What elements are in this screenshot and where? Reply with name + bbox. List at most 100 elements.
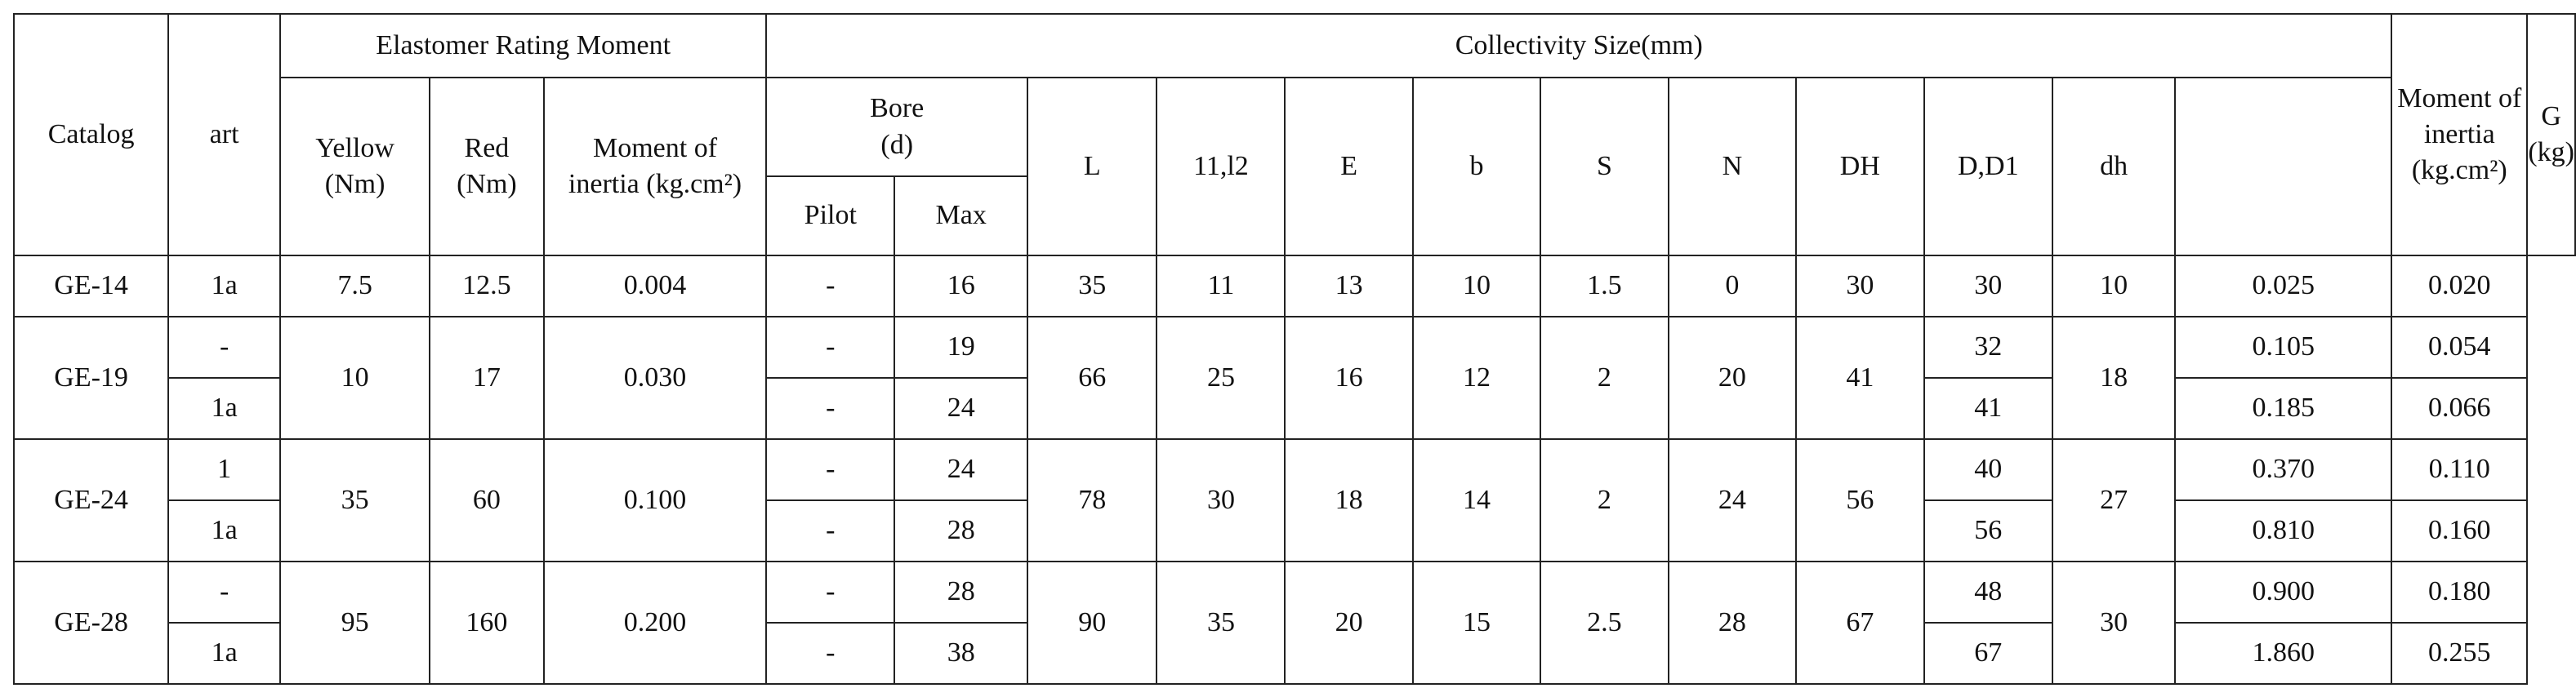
table-cell: 27: [2051, 438, 2177, 562]
table-cell: -: [765, 255, 896, 317]
table-row: GE-14 1a 7.5 12.5 0.004-16 35 11 13 10 1.5 0 30 30 10…: [12, 255, 2575, 317]
table-cell: -: [765, 316, 896, 379]
table-cell: 30: [1795, 255, 1925, 317]
table-cell: 160: [429, 561, 545, 685]
table-cell: 95: [279, 561, 431, 685]
table-cell: 11: [1156, 255, 1286, 317]
table-cell: 30: [1156, 438, 1286, 562]
header-cell: Moment of inertia (kg.cm²): [542, 77, 768, 256]
header-cell: Red (Nm): [429, 77, 545, 256]
header-cell: D,D1: [1923, 77, 2053, 256]
table-row: GE-19-10 17 0.030-19 66 25 16 12 2 20 41 32 18 0.105…: [12, 316, 2575, 440]
table-cell: 0.255: [2391, 622, 2529, 685]
table-cell: 15: [1411, 561, 1542, 685]
table-cell: 17: [429, 316, 545, 440]
table-cell: 12: [1411, 316, 1542, 440]
table-cell: 1a: [167, 622, 282, 685]
table-cell: 0.180: [2391, 561, 2529, 624]
table-cell: 0.370: [2174, 438, 2393, 501]
table-cell: 40: [1923, 438, 2053, 501]
table-cell: 30: [1923, 255, 2053, 317]
header-cell: Collectivity Size(mm): [765, 13, 2393, 78]
table-cell: 1a: [167, 255, 282, 317]
table-cell: 28: [1667, 561, 1798, 685]
header-cell: b: [1411, 77, 1542, 256]
table-cell: 0.200: [542, 561, 768, 685]
table-cell: 1.860: [2174, 622, 2393, 685]
header-cell: DH: [1795, 77, 1925, 256]
table-cell: 0.105: [2174, 316, 2393, 379]
table-cell: 0.054: [2391, 316, 2529, 379]
table-row: 1a -28 56 0.810 0.160: [14, 499, 2575, 562]
header-row: Catalog art Elastomer Rating Moment Coll…: [12, 13, 2576, 256]
table-cell: 10: [2051, 255, 2177, 317]
table-cell: 0.100: [542, 438, 768, 562]
table-cell: -: [765, 438, 896, 501]
table-cell: 10: [279, 316, 431, 440]
table-cell: 30: [2051, 561, 2177, 685]
header-cell: N: [1667, 77, 1798, 256]
table-cell: 1a: [167, 377, 282, 440]
header-row: Yellow (Nm) Red (Nm) Moment of inertia (…: [14, 77, 2575, 256]
table-cell: 35: [1027, 255, 1158, 317]
table-cell: 56: [1923, 499, 2053, 562]
header-cell: Pilot: [765, 175, 896, 256]
table-cell: 19: [894, 316, 1029, 379]
table-cell: 90: [1027, 561, 1158, 685]
table-cell: 20: [1667, 316, 1798, 440]
header-cell: Moment of inertia (kg.cm²): [2391, 13, 2529, 256]
table-cell: 0.030: [542, 316, 768, 440]
header-cell: Catalog: [12, 13, 170, 256]
table-cell: 0.025: [2174, 255, 2393, 317]
table-cell: 41: [1795, 316, 1925, 440]
table-row: 1a -24 41 0.185 0.066: [14, 377, 2575, 440]
table-cell: 0.004: [542, 255, 768, 317]
table-cell: 38: [894, 622, 1029, 685]
table-row: GE-28-95 160 0.200-28 90 35 20 15 2.5 28 67 48 30 0.…: [12, 561, 2575, 685]
table-cell: 25: [1156, 316, 1286, 440]
table-cell: 48: [1923, 561, 2053, 624]
header-cell: G (kg): [2526, 13, 2576, 256]
table-cell: 0.066: [2391, 377, 2529, 440]
table-cell: -: [765, 622, 896, 685]
table-cell: 24: [894, 377, 1029, 440]
table-cell: -: [167, 316, 282, 379]
table-cell: 32: [1923, 316, 2053, 379]
header-cell: L: [1027, 77, 1158, 256]
table-cell: GE-14: [12, 255, 170, 317]
table-cell: 18: [1284, 438, 1414, 562]
table-cell: 2: [1540, 438, 1669, 562]
table-cell: 66: [1027, 316, 1158, 440]
table-cell: 0.810: [2174, 499, 2393, 562]
table-header: Catalog art Elastomer Rating Moment Coll…: [12, 13, 2576, 256]
table-cell: 2: [1540, 316, 1669, 440]
table-cell: 10: [1411, 255, 1542, 317]
table-cell: GE-28: [12, 561, 170, 685]
header-cell: 11,l2: [1156, 77, 1286, 256]
table-cell: 60: [429, 438, 545, 562]
header-cell: Elastomer Rating Moment: [279, 13, 768, 78]
header-cell: Bore (d): [765, 77, 1029, 177]
table-cell: 7.5: [279, 255, 431, 317]
table-cell: 35: [279, 438, 431, 562]
table-cell: 24: [894, 438, 1029, 501]
table-cell: 28: [894, 561, 1029, 624]
table-cell: 28: [894, 499, 1029, 562]
table-cell: 1: [167, 438, 282, 501]
table-cell: -: [765, 561, 896, 624]
table-cell: 18: [2051, 316, 2177, 440]
table-cell: 0.900: [2174, 561, 2393, 624]
table-cell: 1.5: [1540, 255, 1669, 317]
header-cell: art: [167, 13, 282, 256]
header-cell: Max: [894, 175, 1029, 256]
table-cell: 16: [1284, 316, 1414, 440]
table-cell: 0.110: [2391, 438, 2529, 501]
table-cell: 41: [1923, 377, 2053, 440]
header-cell: dh: [2051, 77, 2177, 256]
table-row: 1a -38 67 1.860 0.255: [14, 622, 2575, 685]
table-body: GE-14 1a 7.5 12.5 0.004-16 35 11 13 10 1.5 0 30 30 10…: [12, 255, 2575, 685]
table-cell: -: [765, 499, 896, 562]
spec-table: Catalog art Elastomer Rating Moment Coll…: [12, 13, 2576, 685]
table-cell: 0.020: [2391, 255, 2529, 317]
